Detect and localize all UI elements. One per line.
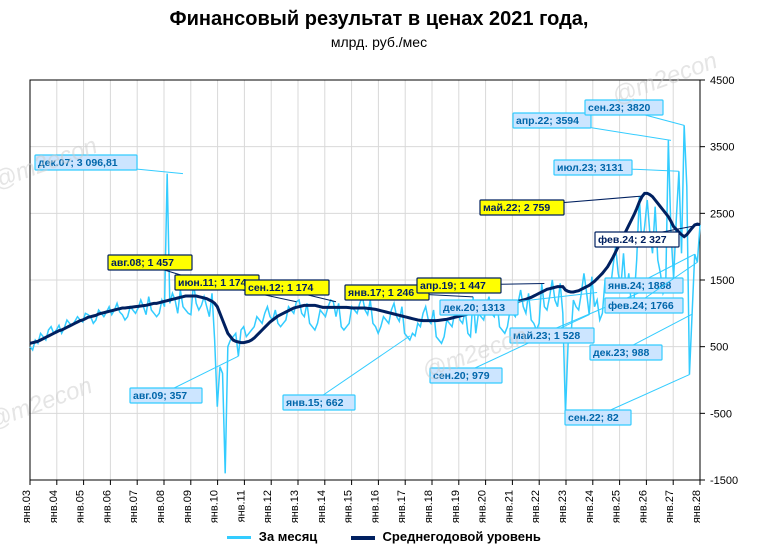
svg-text:янв.10: янв.10 [209, 490, 221, 523]
svg-text:янв.08: янв.08 [155, 490, 167, 523]
svg-text:дек.23; 988: дек.23; 988 [593, 347, 649, 359]
svg-text:авг.09; 357: авг.09; 357 [133, 390, 187, 402]
svg-text:янв.03: янв.03 [21, 490, 33, 523]
svg-text:янв.09: янв.09 [182, 490, 194, 523]
svg-text:янв.11: янв.11 [235, 490, 247, 522]
chart-container: Финансовый результат в ценах 2021 года, … [0, 0, 758, 550]
svg-text:дек.20; 1313: дек.20; 1313 [443, 302, 505, 314]
svg-text:июн.11; 1 174: июн.11; 1 174 [178, 277, 247, 289]
svg-text:сен.22; 82: сен.22; 82 [568, 412, 619, 424]
svg-text:май.23; 1 528: май.23; 1 528 [513, 330, 580, 342]
svg-text:янв.26: янв.26 [637, 490, 649, 523]
svg-text:янв.20: янв.20 [477, 490, 489, 523]
svg-text:-500: -500 [710, 408, 732, 420]
svg-text:янв.16: янв.16 [369, 490, 381, 523]
legend-label-monthly: За месяц [259, 529, 317, 544]
svg-text:янв.25: янв.25 [611, 490, 623, 523]
svg-text:1500: 1500 [710, 275, 734, 287]
svg-text:янв.19: янв.19 [450, 490, 462, 523]
svg-text:янв.07: янв.07 [128, 490, 140, 523]
chart-svg: -1500 -500 500 1500 2500 3500 4500 янв.03 янв.04… [0, 0, 758, 550]
legend: За месяц Среднегодовой уровень [0, 529, 758, 544]
svg-text:янв.23: янв.23 [557, 490, 569, 523]
svg-text:сен.20; 979: сен.20; 979 [433, 370, 490, 382]
svg-text:-1500: -1500 [710, 475, 738, 487]
svg-text:дек.07; 3 096,81: дек.07; 3 096,81 [38, 157, 118, 169]
svg-text:янв.24: янв.24 [584, 490, 596, 523]
svg-text:3500: 3500 [710, 142, 734, 154]
svg-text:500: 500 [710, 342, 728, 354]
svg-text:июл.23; 3131: июл.23; 3131 [557, 162, 623, 174]
svg-text:2500: 2500 [710, 208, 734, 220]
svg-text:янв.17; 1 246: янв.17; 1 246 [348, 287, 414, 299]
legend-label-annual: Среднегодовой уровень [383, 529, 541, 544]
svg-text:янв.06: янв.06 [101, 490, 113, 523]
svg-text:сен.23; 3820: сен.23; 3820 [588, 102, 651, 114]
svg-text:янв.04: янв.04 [48, 490, 60, 523]
svg-text:фев.24; 1766: фев.24; 1766 [608, 300, 674, 312]
svg-text:май.22; 2 759: май.22; 2 759 [483, 202, 550, 214]
svg-text:авг.08; 1 457: авг.08; 1 457 [111, 257, 174, 269]
svg-text:янв.22: янв.22 [530, 490, 542, 523]
svg-text:янв.13: янв.13 [289, 490, 301, 523]
svg-text:4500: 4500 [710, 75, 734, 87]
svg-text:янв.27: янв.27 [664, 490, 676, 523]
svg-text:янв.28: янв.28 [691, 490, 703, 523]
svg-text:янв.12: янв.12 [262, 490, 274, 523]
svg-text:янв.14: янв.14 [316, 490, 328, 523]
svg-text:апр.22; 3594: апр.22; 3594 [516, 115, 579, 127]
svg-text:янв.05: янв.05 [75, 490, 87, 523]
svg-text:фев.24; 2 327: фев.24; 2 327 [598, 234, 667, 246]
svg-text:янв.21: янв.21 [503, 490, 515, 523]
svg-text:сен.12; 1 174: сен.12; 1 174 [248, 282, 313, 294]
svg-text:янв.15: янв.15 [343, 490, 355, 523]
svg-text:янв.18: янв.18 [423, 490, 435, 523]
svg-text:апр.19; 1 447: апр.19; 1 447 [420, 280, 486, 292]
svg-text:янв.15; 662: янв.15; 662 [286, 397, 344, 409]
svg-text:янв.17: янв.17 [396, 490, 408, 523]
